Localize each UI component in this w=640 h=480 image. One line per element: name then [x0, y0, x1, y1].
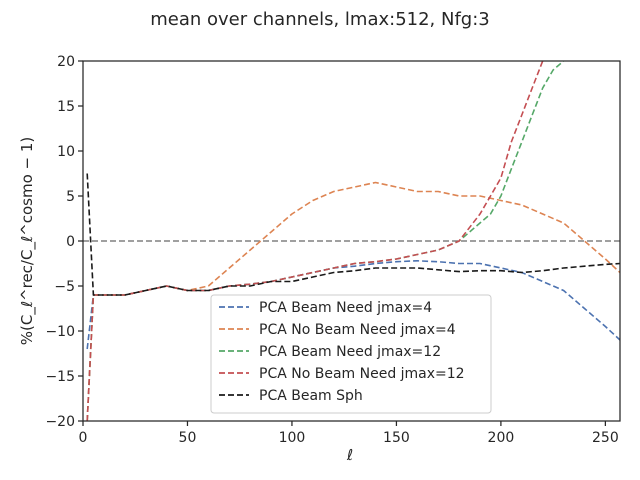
axes: 0 50 100 150 200 250 −20 −15 −10 −5 0 5 10 15 20	[45, 54, 621, 446]
legend-label-1: PCA Beam Need jmax=4	[259, 300, 432, 316]
y-tick-label: −5	[54, 279, 75, 295]
legend-label-2: PCA No Beam Need jmax=4	[259, 322, 456, 338]
y-tick-label: 5	[66, 189, 75, 205]
legend-label-4: PCA No Beam Need jmax=12	[259, 366, 465, 382]
y-tick-label: −15	[45, 369, 75, 385]
y-tick-label: 15	[57, 99, 75, 115]
series-line-4	[86, 61, 544, 421]
y-axis-label: %(C_ℓ^rec/C_ℓ^cosmo − 1)	[18, 137, 37, 345]
y-tick-label: 20	[57, 54, 75, 70]
x-tick-label: 0	[79, 430, 88, 446]
y-tick-label: −20	[45, 414, 75, 430]
chart-title: mean over channels, lmax:512, Nfg:3	[150, 9, 490, 30]
legend-label-5: PCA Beam Sph	[259, 388, 363, 404]
plot-series	[83, 61, 620, 421]
x-tick-label: 250	[592, 430, 619, 446]
x-tick-label: 50	[179, 430, 197, 446]
legend-box	[210, 294, 492, 414]
y-tick-label: 0	[66, 234, 75, 250]
x-tick-label: 150	[383, 430, 410, 446]
x-tick-label: 100	[279, 430, 306, 446]
legend: PCA Beam Need jmax=4 PCA No Beam Need jma…	[210, 294, 492, 414]
legend-label-3: PCA Beam Need jmax=12	[259, 344, 441, 360]
y-tick-label: 10	[57, 144, 75, 160]
series-line-5	[86, 173, 620, 296]
y-tick-label: −10	[45, 324, 75, 340]
y-axis-label-text: %(C_ℓ^rec/C_ℓ^cosmo − 1)	[18, 137, 37, 345]
x-axis-label: ℓ	[346, 446, 353, 464]
x-tick-label: 200	[488, 430, 515, 446]
